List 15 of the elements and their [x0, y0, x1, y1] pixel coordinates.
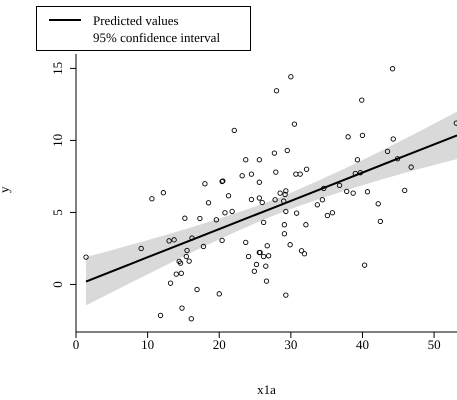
y-tick-label: 5	[50, 209, 65, 216]
x-tick-label: 50	[428, 337, 441, 352]
x-tick-label: 30	[284, 337, 298, 352]
y-tick-label: 10	[50, 134, 65, 147]
y-tick-label: 0	[50, 281, 65, 288]
x-tick-label: 10	[141, 337, 154, 352]
x-axis-title: x1a	[257, 382, 276, 397]
legend-label: Predicted values	[93, 12, 179, 28]
line-series	[85, 134, 457, 283]
x-tick-label: 40	[356, 337, 369, 352]
x-tick-label: 20	[212, 337, 226, 352]
y-axis-title: y	[0, 186, 12, 193]
x-tick-label: 0	[72, 337, 80, 352]
y-tick-label: 15	[50, 62, 65, 75]
text: 95% confidence interval	[93, 29, 220, 46]
